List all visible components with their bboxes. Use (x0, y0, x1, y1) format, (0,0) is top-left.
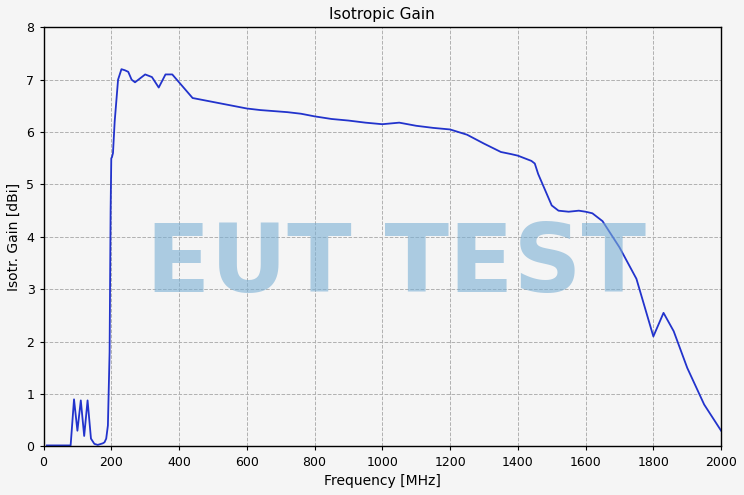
X-axis label: Frequency [MHz]: Frequency [MHz] (324, 474, 440, 488)
Text: EUT TEST: EUT TEST (146, 220, 646, 312)
Y-axis label: Isotr. Gain [dBi]: Isotr. Gain [dBi] (7, 183, 21, 291)
Title: Isotropic Gain: Isotropic Gain (330, 7, 435, 22)
